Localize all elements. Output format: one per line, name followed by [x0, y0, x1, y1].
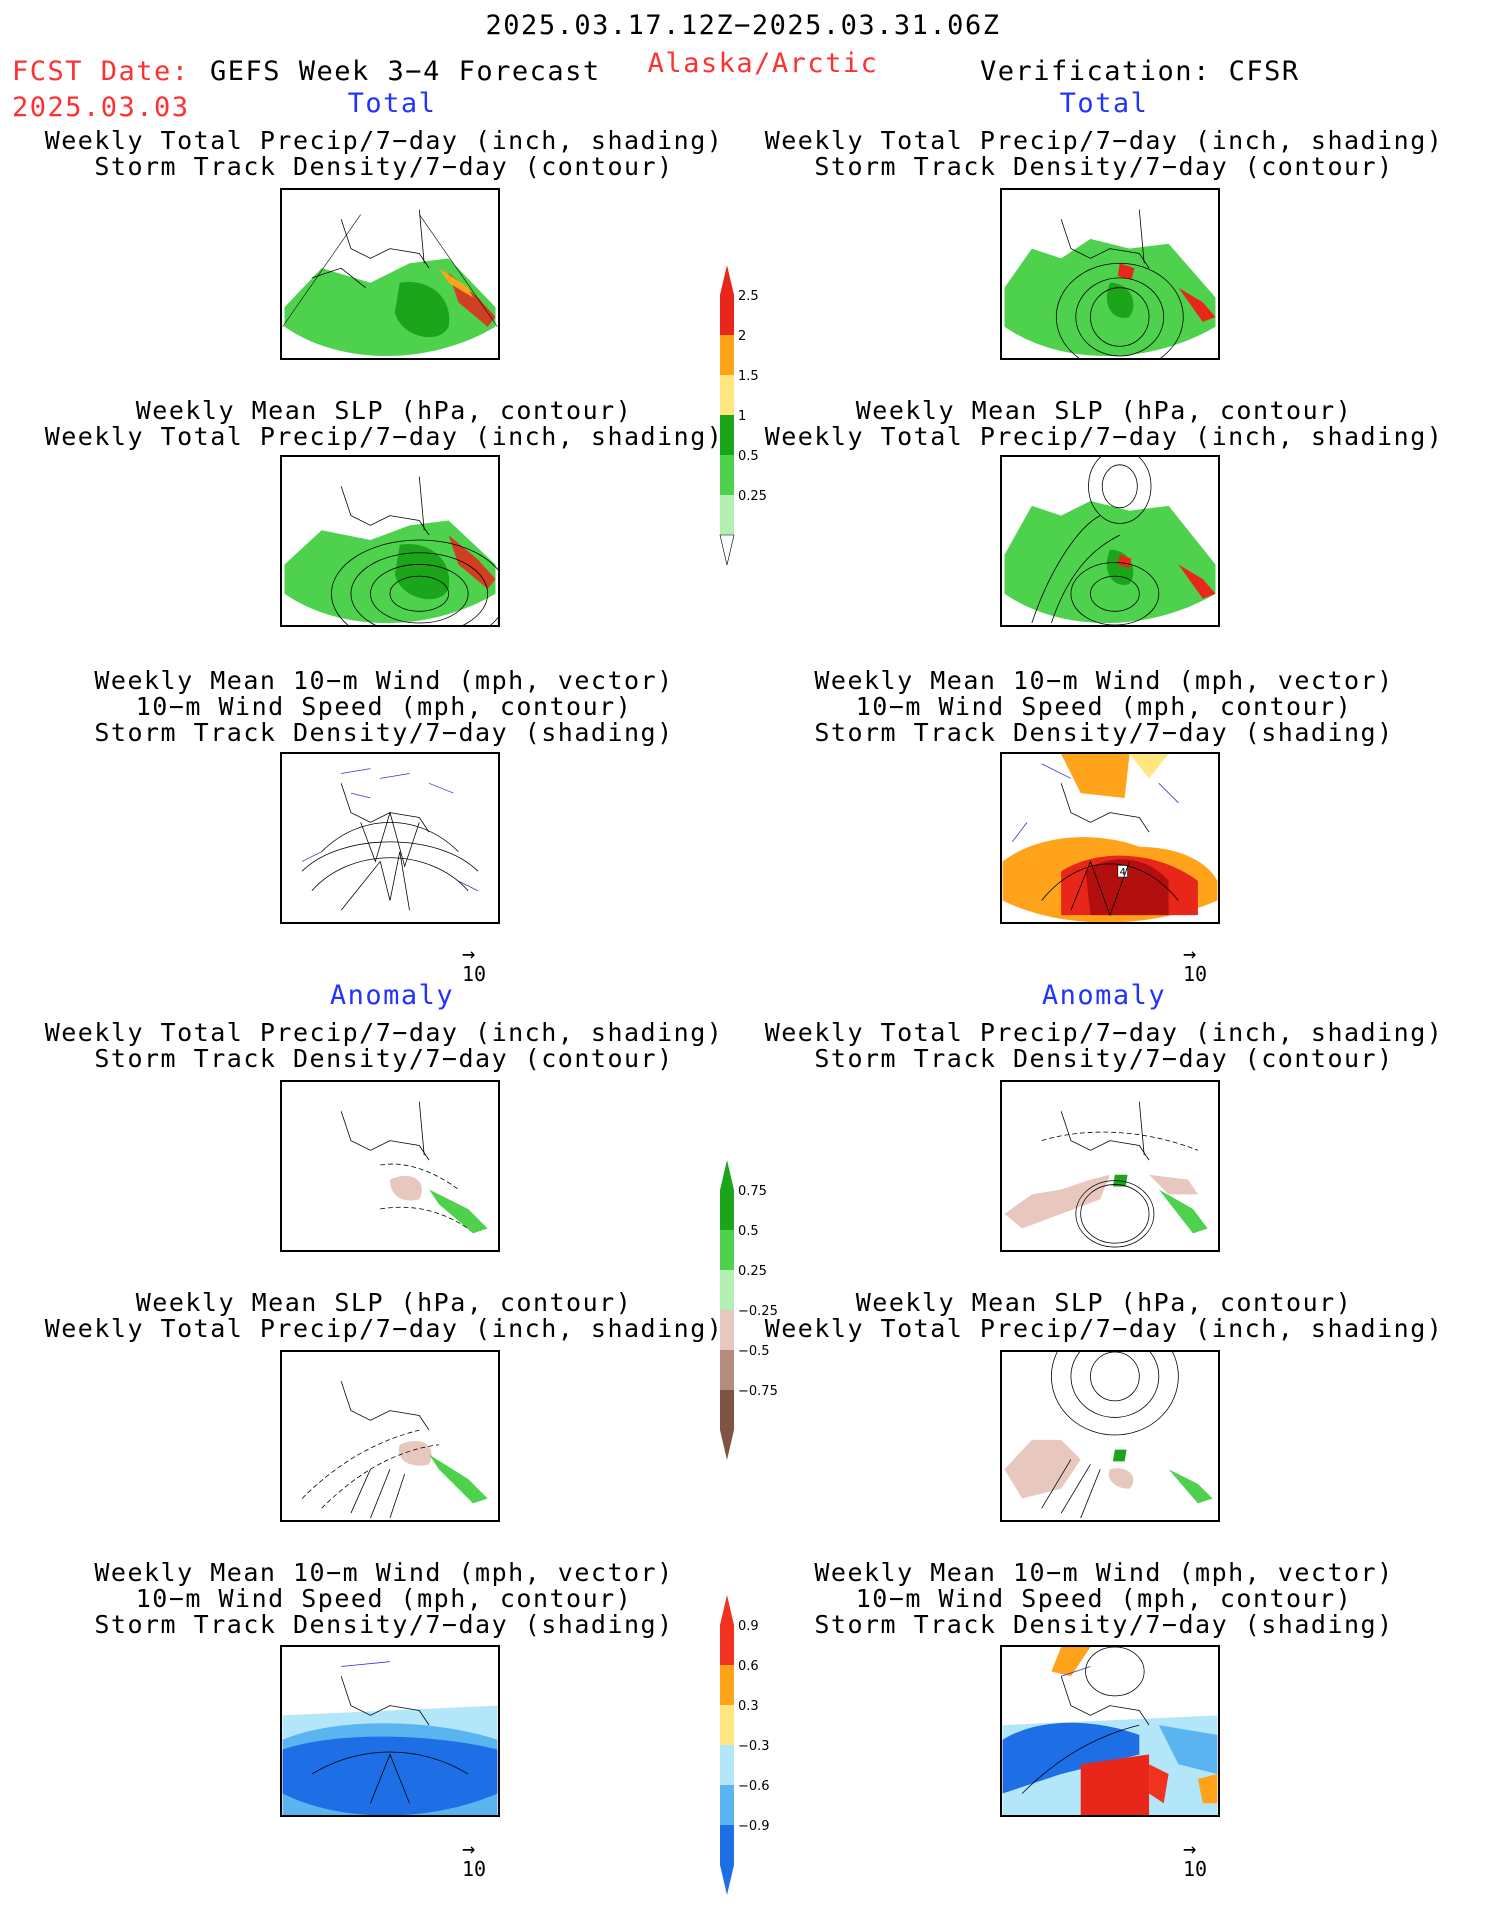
colorbar-bottom-triangle [719, 534, 735, 566]
colorbar-bottom-triangle [720, 1865, 734, 1895]
colorbar-segment [720, 415, 734, 455]
colorbar-tick-label: 2 [738, 329, 746, 344]
colorbar-tick-label: 2.5 [738, 289, 759, 304]
colorbar-precip-anomaly: 0.75 0.5 0.25 −0.25 −0.5 −0.75 [718, 1160, 778, 1460]
colorbar-segment [720, 1705, 734, 1745]
panel-title-precip-storm-total-verif: Weekly Total Precip/7−day (inch, shading… [764, 126, 1444, 181]
colorbar-segment [720, 1190, 734, 1230]
fcst-date-value: 2025.03.03 [12, 92, 190, 123]
colorbar-segment [720, 335, 734, 375]
map-wind-total-fcst [280, 752, 500, 924]
colorbar-segment [720, 1350, 734, 1390]
model-title: GEFS Week 3−4 Forecast [210, 56, 601, 87]
colorbar-tick-label: 0.3 [738, 1699, 759, 1714]
colorbar-segment [720, 1310, 734, 1350]
date-range-title: 2025.03.17.12Z−2025.03.31.06Z [485, 10, 1001, 41]
panel-title-precip-storm-anom-fcst: Weekly Total Precip/7−day (inch, shading… [44, 1018, 724, 1073]
section-anomaly-right: Anomaly [1041, 980, 1167, 1011]
colorbar-tick-label: 0.5 [738, 449, 759, 464]
colorbar-tick-label: 0.6 [738, 1659, 759, 1674]
colorbar-tick-label: 0.25 [738, 489, 767, 504]
map-slp-precip-total-verif [1000, 455, 1220, 627]
colorbar-tick-label: 1.5 [738, 369, 759, 384]
map-slp-precip-total-fcst [280, 455, 500, 627]
colorbar-segment [720, 1665, 734, 1705]
colorbar-top-triangle [720, 1595, 734, 1625]
panel-title-slp-precip-anom-fcst: Weekly Mean SLP (hPa, contour) Weekly To… [44, 1288, 724, 1343]
colorbar-segment [720, 1270, 734, 1310]
panel-title-slp-precip-total-fcst: Weekly Mean SLP (hPa, contour) Weekly To… [44, 396, 724, 451]
colorbar-tick-label: −0.3 [738, 1739, 770, 1754]
vector-reference-right-total: → 10 [1183, 942, 1208, 987]
map-precip-storm-anom-fcst [280, 1080, 500, 1252]
panel-title-precip-storm-total-fcst: Weekly Total Precip/7−day (inch, shading… [44, 126, 724, 181]
section-anomaly-left: Anomaly [329, 980, 455, 1011]
map-precip-storm-total-verif [1000, 188, 1220, 360]
colorbar-segment [720, 375, 734, 415]
colorbar-tick-label: 1 [738, 409, 746, 424]
panel-title-wind-total-fcst: Weekly Mean 10−m Wind (mph, vector) 10−m… [94, 666, 674, 747]
panel-title-wind-anom-verif: Weekly Mean 10−m Wind (mph, vector) 10−m… [814, 1558, 1394, 1639]
panel-title-wind-total-verif: Weekly Mean 10−m Wind (mph, vector) 10−m… [814, 666, 1394, 747]
colorbar-tick-label: −0.6 [738, 1779, 770, 1794]
colorbar-precip-total: 2.5 2 1.5 1 0.5 0.25 [718, 265, 778, 566]
colorbar-bottom-triangle [720, 1430, 734, 1460]
map-precip-storm-anom-verif [1000, 1080, 1220, 1252]
colorbar-segment [720, 495, 734, 535]
map-wind-anom-fcst [280, 1645, 500, 1817]
colorbar-segment [720, 455, 734, 495]
map-slp-precip-anom-verif [1000, 1350, 1220, 1522]
colorbar-tick-label: −0.9 [738, 1819, 770, 1834]
map-wind-anom-verif [1000, 1645, 1220, 1817]
colorbar-segment [720, 1230, 734, 1270]
colorbar-tick-label: −0.75 [738, 1384, 778, 1399]
panel-title-slp-precip-anom-verif: Weekly Mean SLP (hPa, contour) Weekly To… [764, 1288, 1444, 1343]
vector-reference-right-anom: → 10 [1183, 1837, 1208, 1882]
section-total-right: Total [1059, 88, 1149, 119]
colorbar-segment [720, 1745, 734, 1785]
colorbar-tick-label: −0.25 [738, 1304, 778, 1319]
colorbar-tick-label: −0.5 [738, 1344, 770, 1359]
map-slp-precip-anom-fcst [280, 1350, 500, 1522]
colorbar-segment [720, 295, 734, 335]
colorbar-tick-label: 0.9 [738, 1619, 759, 1634]
panel-title-slp-precip-total-verif: Weekly Mean SLP (hPa, contour) Weekly To… [764, 396, 1444, 451]
colorbar-segment [720, 1785, 734, 1825]
section-total-left: Total [347, 88, 437, 119]
wind-speed-contour-label: 4 [1120, 867, 1126, 878]
colorbar-top-triangle [720, 1160, 734, 1190]
colorbar-segment [720, 1625, 734, 1665]
colorbar-tick-label: 0.5 [738, 1224, 759, 1239]
colorbar-tick-label: 0.75 [738, 1184, 767, 1199]
panel-title-wind-anom-fcst: Weekly Mean 10−m Wind (mph, vector) 10−m… [94, 1558, 674, 1639]
vector-reference-left-total: → 10 [462, 942, 487, 987]
region-title: Alaska/Arctic [647, 48, 879, 79]
map-precip-storm-total-fcst [280, 188, 500, 360]
map-wind-total-verif: 4 [1000, 752, 1220, 924]
colorbar-segment [720, 1825, 734, 1865]
panel-title-precip-storm-anom-verif: Weekly Total Precip/7−day (inch, shading… [764, 1018, 1444, 1073]
fcst-date-label: FCST Date: [12, 56, 190, 87]
vector-reference-left-anom: → 10 [462, 1837, 487, 1882]
verification-title: Verification: CFSR [980, 56, 1300, 87]
colorbar-tick-label: 0.25 [738, 1264, 767, 1279]
colorbar-storm-anomaly: 0.9 0.6 0.3 −0.3 −0.6 −0.9 [718, 1595, 778, 1895]
colorbar-top-triangle [720, 265, 734, 295]
colorbar-segment [720, 1390, 734, 1430]
